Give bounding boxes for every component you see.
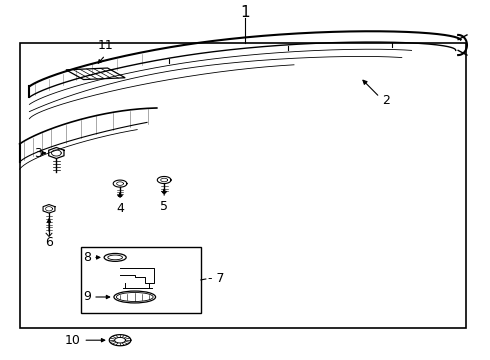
Text: 10: 10 xyxy=(65,334,81,347)
Text: 3: 3 xyxy=(34,147,42,159)
Text: - 7: - 7 xyxy=(208,273,225,285)
Text: 1: 1 xyxy=(240,5,250,20)
Text: 2: 2 xyxy=(382,94,390,107)
Text: 11: 11 xyxy=(98,39,113,52)
Text: 8: 8 xyxy=(83,251,91,264)
Text: 6: 6 xyxy=(45,236,53,249)
Text: 5: 5 xyxy=(160,200,168,213)
Bar xyxy=(81,247,201,313)
Text: 9: 9 xyxy=(83,291,91,303)
Bar xyxy=(20,43,466,328)
Text: 4: 4 xyxy=(116,202,124,215)
